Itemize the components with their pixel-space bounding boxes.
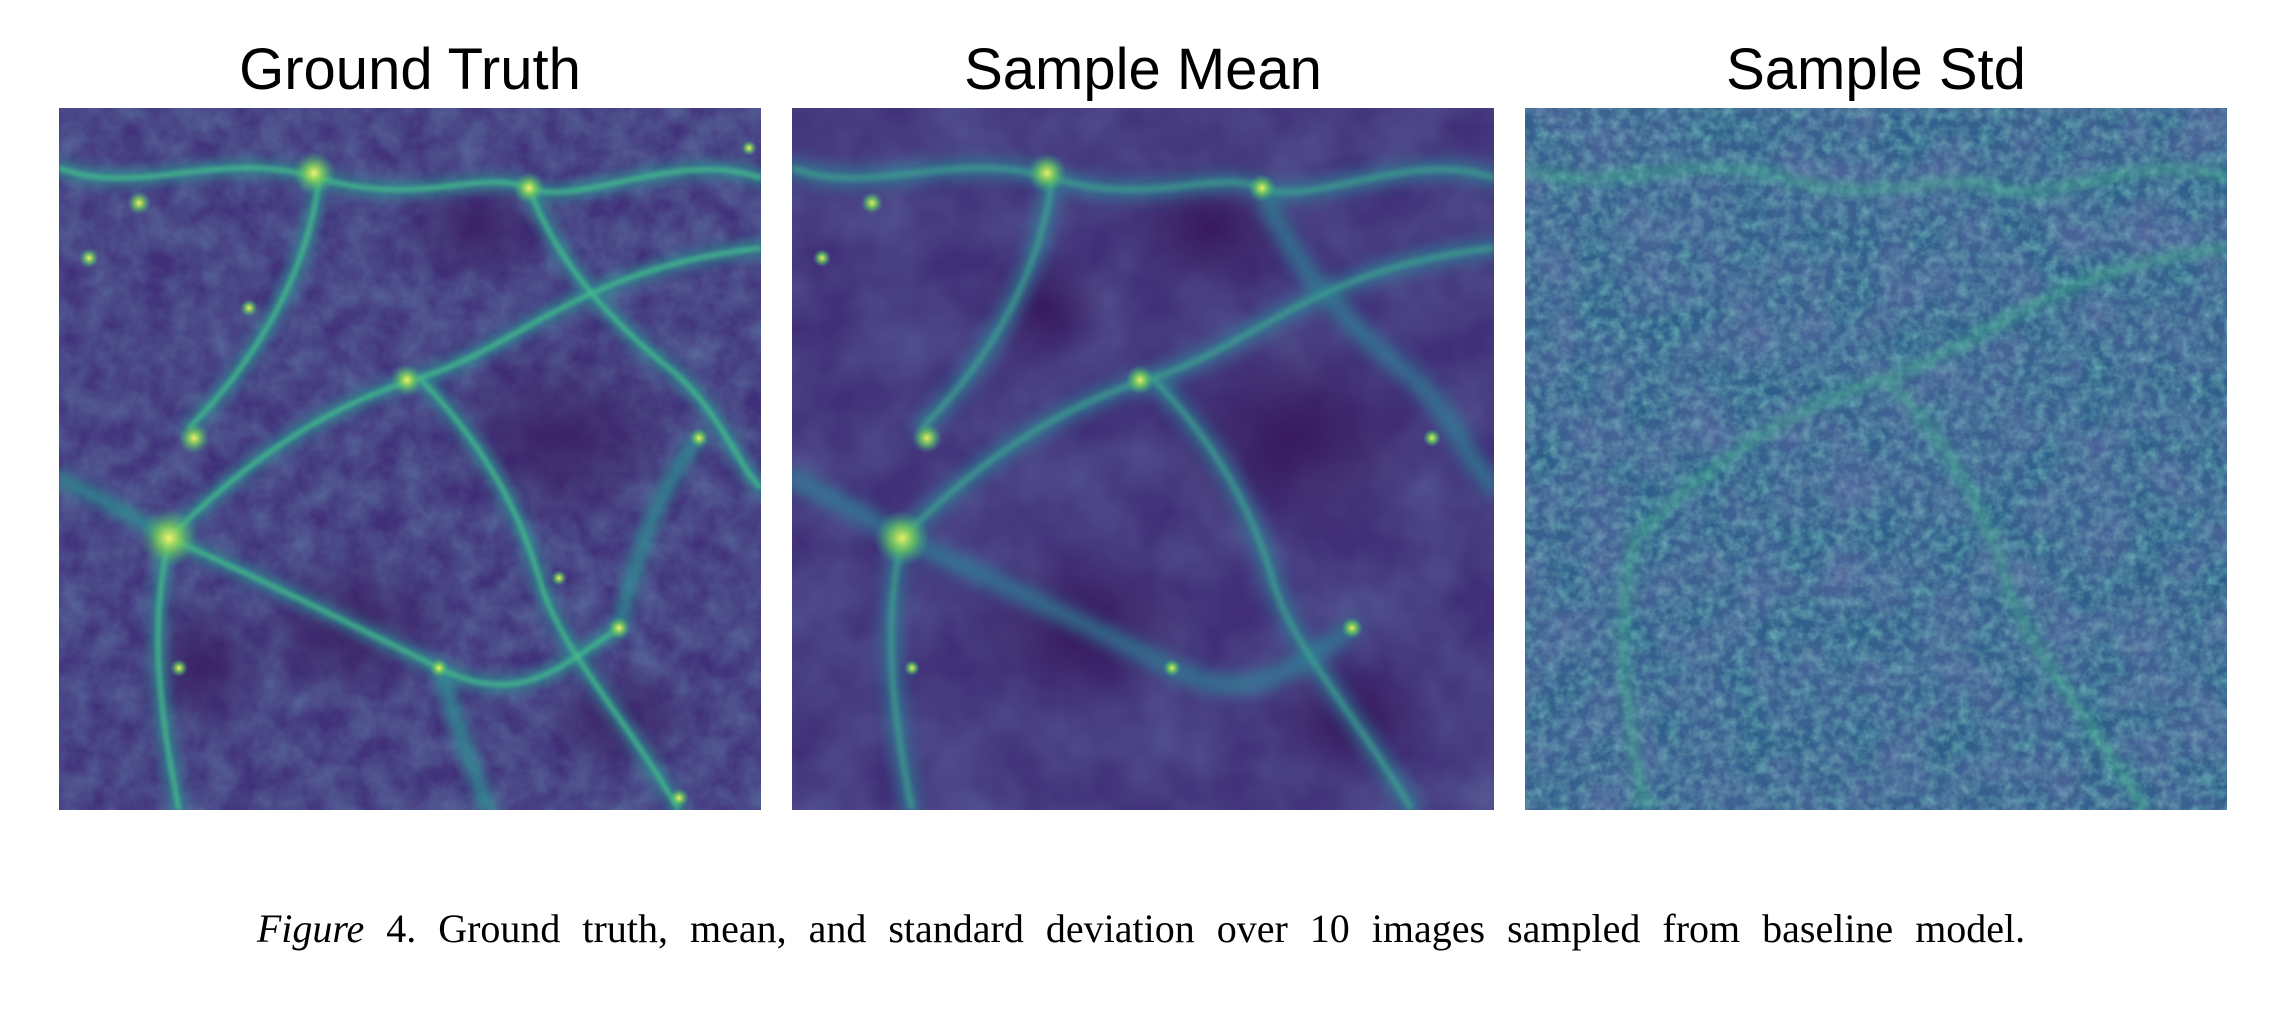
panel-title-sample-mean: Sample Mean bbox=[964, 37, 1322, 102]
panel-title-sample-std: Sample Std bbox=[1726, 37, 2026, 102]
ground-truth-field bbox=[59, 108, 761, 810]
figure-caption-label: Figure bbox=[256, 906, 365, 951]
panel-title-ground-truth: Ground Truth bbox=[239, 37, 581, 102]
figure-caption-text: Ground truth, mean, and standard deviati… bbox=[438, 906, 2026, 951]
sample-mean-image bbox=[792, 108, 1494, 810]
figure-caption-number: 4. bbox=[386, 906, 417, 951]
sample-std-field bbox=[1525, 108, 2227, 810]
sample-mean-field bbox=[792, 108, 1494, 810]
sample-std-image bbox=[1525, 108, 2227, 810]
figure-caption: Figure 4. Ground truth, mean, and standa… bbox=[0, 905, 2282, 952]
ground-truth-image bbox=[59, 108, 761, 810]
